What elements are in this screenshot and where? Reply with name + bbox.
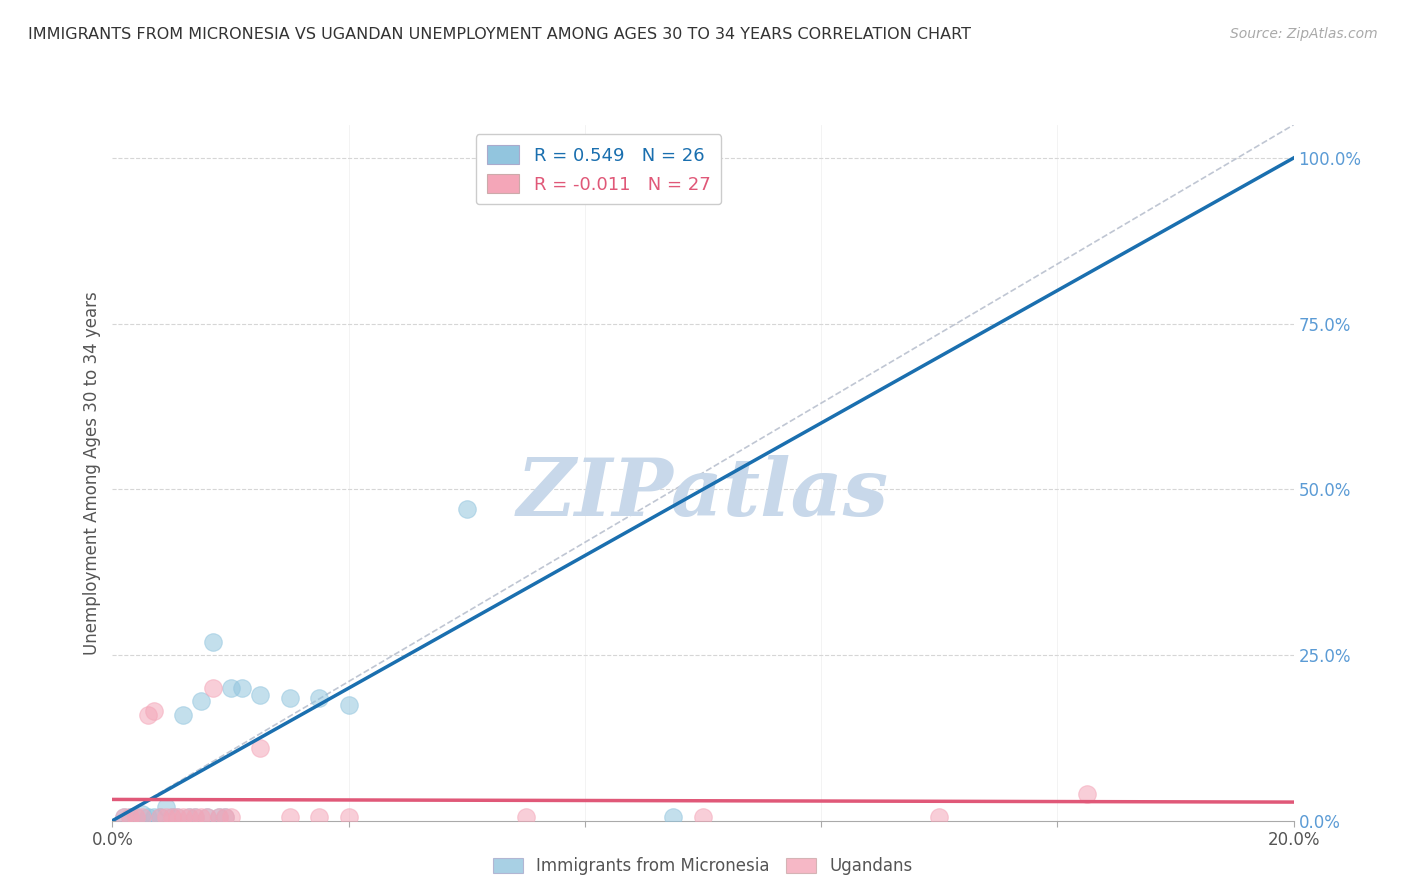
Point [278,810,301,824]
Point [142,704,165,718]
Point [125,810,148,824]
Point [208,810,231,824]
Point [190,694,212,708]
Point [692,810,714,824]
Point [120,810,142,824]
Point [166,810,188,824]
Text: ZIPatlas: ZIPatlas [517,455,889,533]
Y-axis label: Unemployment Among Ages 30 to 34 years: Unemployment Among Ages 30 to 34 years [83,291,101,655]
Point [219,681,242,695]
Point [662,810,685,824]
Point [219,810,242,824]
Point [142,810,165,824]
Point [149,810,172,824]
Point [249,740,271,755]
Point [195,810,218,824]
Point [155,800,177,814]
Point [112,810,135,824]
Point [172,707,194,722]
Point [184,810,207,824]
Point [308,691,330,706]
Point [308,810,330,824]
Point [231,681,253,695]
Point [131,807,153,822]
Point [179,810,201,824]
Point [172,810,194,824]
Point [1076,787,1098,801]
Point [160,810,183,824]
Point [149,810,172,824]
Point [120,810,142,824]
Point [214,810,236,824]
Point [201,634,224,648]
Point [337,698,360,712]
Point [136,810,159,824]
Point [166,810,188,824]
Legend: Immigrants from Micronesia, Ugandans: Immigrants from Micronesia, Ugandans [486,851,920,882]
Point [249,688,271,702]
Point [456,502,478,516]
Point [337,810,360,824]
Point [131,810,153,824]
Point [179,810,201,824]
Point [208,810,231,824]
Point [278,691,301,706]
Point [515,810,537,824]
Text: Source: ZipAtlas.com: Source: ZipAtlas.com [1230,27,1378,41]
Point [928,810,950,824]
Point [155,810,177,824]
Point [184,810,207,824]
Point [112,810,135,824]
Point [125,810,148,824]
Text: IMMIGRANTS FROM MICRONESIA VS UGANDAN UNEMPLOYMENT AMONG AGES 30 TO 34 YEARS COR: IMMIGRANTS FROM MICRONESIA VS UGANDAN UN… [28,27,972,42]
Point [195,810,218,824]
Point [160,810,183,824]
Point [201,681,224,695]
Point [136,707,159,722]
Point [214,810,236,824]
Point [190,810,212,824]
